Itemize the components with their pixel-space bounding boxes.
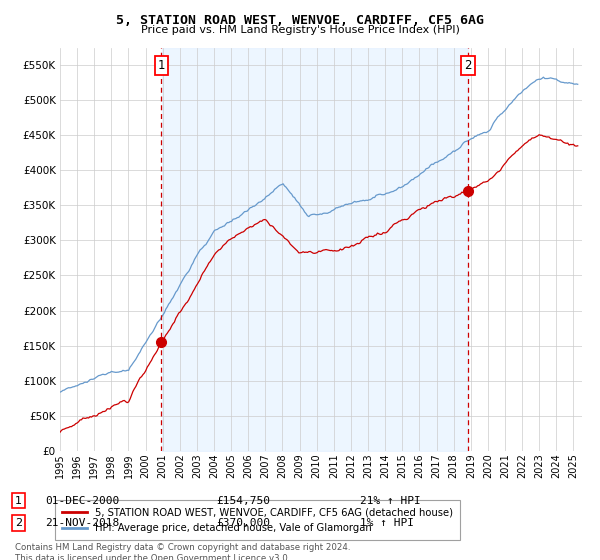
Text: 2: 2: [464, 59, 472, 72]
Text: £154,750: £154,750: [216, 496, 270, 506]
Text: 5, STATION ROAD WEST, WENVOE, CARDIFF, CF5 6AG: 5, STATION ROAD WEST, WENVOE, CARDIFF, C…: [116, 14, 484, 27]
Text: Price paid vs. HM Land Registry's House Price Index (HPI): Price paid vs. HM Land Registry's House …: [140, 25, 460, 35]
Text: 21-NOV-2018: 21-NOV-2018: [45, 518, 119, 528]
Text: Contains HM Land Registry data © Crown copyright and database right 2024.
This d: Contains HM Land Registry data © Crown c…: [15, 543, 350, 560]
Text: £370,000: £370,000: [216, 518, 270, 528]
Legend: 5, STATION ROAD WEST, WENVOE, CARDIFF, CF5 6AG (detached house), HPI: Average pr: 5, STATION ROAD WEST, WENVOE, CARDIFF, C…: [55, 500, 460, 540]
Text: 1: 1: [158, 59, 165, 72]
Text: 01-DEC-2000: 01-DEC-2000: [45, 496, 119, 506]
Text: 2: 2: [15, 518, 22, 528]
Text: 21% ↑ HPI: 21% ↑ HPI: [360, 496, 421, 506]
Text: 1% ↑ HPI: 1% ↑ HPI: [360, 518, 414, 528]
Text: 1: 1: [15, 496, 22, 506]
